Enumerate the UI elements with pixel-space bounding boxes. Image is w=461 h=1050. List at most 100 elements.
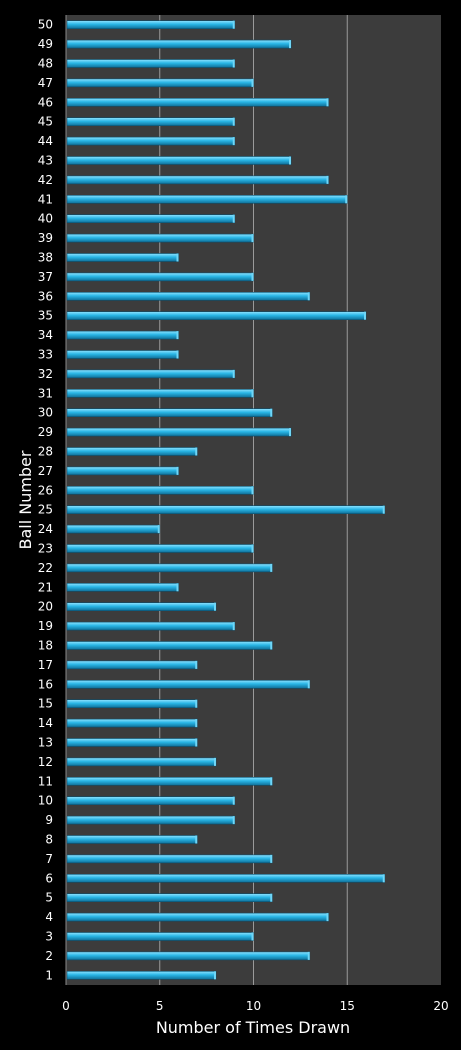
y-tick-label: 28 bbox=[38, 445, 53, 459]
y-tick-label: 21 bbox=[38, 580, 53, 594]
bar-end-cap bbox=[270, 854, 273, 863]
y-tick-label: 22 bbox=[38, 561, 53, 575]
bar-end-cap bbox=[345, 195, 348, 204]
bar-ball-49 bbox=[66, 39, 292, 49]
bar-ball-4 bbox=[66, 912, 329, 922]
bars bbox=[66, 20, 386, 980]
y-tick-label: 11 bbox=[38, 774, 53, 788]
bar-ball-46 bbox=[66, 98, 329, 107]
y-tick-label: 8 bbox=[45, 833, 53, 847]
bar-ball-22 bbox=[66, 563, 273, 573]
bar-ball-35 bbox=[66, 311, 367, 321]
bar-ball-42 bbox=[66, 175, 329, 185]
bar-end-cap bbox=[251, 932, 254, 941]
bar-end-cap bbox=[251, 272, 254, 281]
y-tick-label: 6 bbox=[45, 871, 53, 885]
bar-ball-24 bbox=[66, 524, 161, 534]
bar-end-cap bbox=[307, 292, 310, 301]
y-tick-label: 49 bbox=[38, 37, 53, 51]
bar-ball-28 bbox=[66, 447, 198, 456]
bar-end-cap bbox=[195, 660, 198, 669]
bar-ball-39 bbox=[66, 233, 254, 243]
y-tick-label: 29 bbox=[38, 425, 53, 439]
bar-end-cap bbox=[251, 544, 254, 553]
x-tick-labels: 0 5 10 15 20 bbox=[62, 999, 448, 1013]
bar-end-cap bbox=[364, 311, 366, 320]
y-tick-label: 14 bbox=[38, 716, 53, 730]
bar-end-cap bbox=[232, 796, 235, 805]
y-tick-label: 12 bbox=[38, 755, 53, 769]
y-tick-label: 20 bbox=[38, 600, 53, 614]
bar-end-cap bbox=[289, 156, 291, 165]
bar-end-cap bbox=[270, 777, 273, 786]
bar-ball-13 bbox=[66, 738, 198, 747]
y-tick-label: 27 bbox=[38, 464, 53, 478]
bar-ball-38 bbox=[66, 253, 179, 262]
y-tick-label: 25 bbox=[38, 503, 53, 517]
bar-end-cap bbox=[270, 893, 273, 902]
bar-end-cap bbox=[214, 971, 216, 980]
y-tick-label: 42 bbox=[38, 173, 53, 187]
bar-ball-11 bbox=[66, 776, 273, 786]
y-tick-label: 3 bbox=[45, 930, 53, 944]
bar-ball-14 bbox=[66, 718, 198, 728]
bar-end-cap bbox=[214, 602, 216, 611]
y-tick-label: 24 bbox=[38, 522, 53, 536]
bar-end-cap bbox=[232, 214, 235, 223]
bar-end-cap bbox=[157, 525, 160, 534]
bar-ball-40 bbox=[66, 214, 236, 223]
bar-end-cap bbox=[307, 680, 310, 689]
y-tick-label: 1 bbox=[45, 968, 53, 982]
y-axis-title: Ball Number bbox=[16, 450, 35, 549]
bar-ball-43 bbox=[66, 156, 292, 165]
bar-end-cap bbox=[289, 40, 291, 49]
bar-end-cap bbox=[289, 428, 291, 437]
y-tick-label: 5 bbox=[45, 891, 53, 905]
bar-end-cap bbox=[195, 447, 198, 456]
bar-end-cap bbox=[232, 816, 235, 825]
x-tick-label: 10 bbox=[246, 999, 261, 1013]
y-tick-label: 46 bbox=[38, 95, 53, 109]
bar-ball-3 bbox=[66, 932, 254, 941]
bar-ball-25 bbox=[66, 505, 386, 515]
y-tick-label: 40 bbox=[38, 212, 53, 226]
y-tick-label: 17 bbox=[38, 658, 53, 672]
bar-ball-37 bbox=[66, 272, 254, 282]
x-tick-label: 20 bbox=[433, 999, 448, 1013]
y-tick-label: 10 bbox=[38, 794, 53, 808]
bar-end-cap bbox=[176, 331, 179, 340]
bar-end-cap bbox=[326, 98, 329, 107]
y-tick-label: 45 bbox=[38, 115, 53, 129]
y-tick-label: 31 bbox=[38, 386, 53, 400]
y-tick-label: 43 bbox=[38, 154, 53, 168]
bar-ball-41 bbox=[66, 195, 348, 204]
y-tick-label: 35 bbox=[38, 309, 53, 323]
bar-end-cap bbox=[195, 719, 198, 728]
bar-end-cap bbox=[195, 835, 198, 844]
bar-ball-26 bbox=[66, 485, 254, 495]
y-tick-label: 18 bbox=[38, 639, 53, 653]
bar-ball-17 bbox=[66, 660, 198, 670]
bar-ball-31 bbox=[66, 388, 254, 398]
bar-end-cap bbox=[176, 583, 179, 592]
y-tick-label: 41 bbox=[38, 192, 53, 206]
bar-ball-23 bbox=[66, 544, 254, 553]
bar-end-cap bbox=[326, 175, 329, 184]
bar-ball-27 bbox=[66, 466, 179, 476]
bar-ball-29 bbox=[66, 427, 292, 437]
y-tick-label: 13 bbox=[38, 736, 53, 750]
bar-end-cap bbox=[382, 505, 385, 514]
y-tick-label: 48 bbox=[38, 57, 53, 71]
y-tick-label: 26 bbox=[38, 483, 53, 497]
y-tick-label: 36 bbox=[38, 289, 53, 303]
y-tick-label: 16 bbox=[38, 677, 53, 691]
bar-ball-30 bbox=[66, 408, 273, 418]
y-tick-label: 39 bbox=[38, 231, 53, 245]
bar-ball-8 bbox=[66, 835, 198, 844]
bar-ball-50 bbox=[66, 20, 236, 30]
y-tick-label: 7 bbox=[45, 852, 53, 866]
bar-end-cap bbox=[251, 389, 254, 398]
bar-end-cap bbox=[270, 408, 273, 417]
bar-ball-45 bbox=[66, 117, 236, 126]
